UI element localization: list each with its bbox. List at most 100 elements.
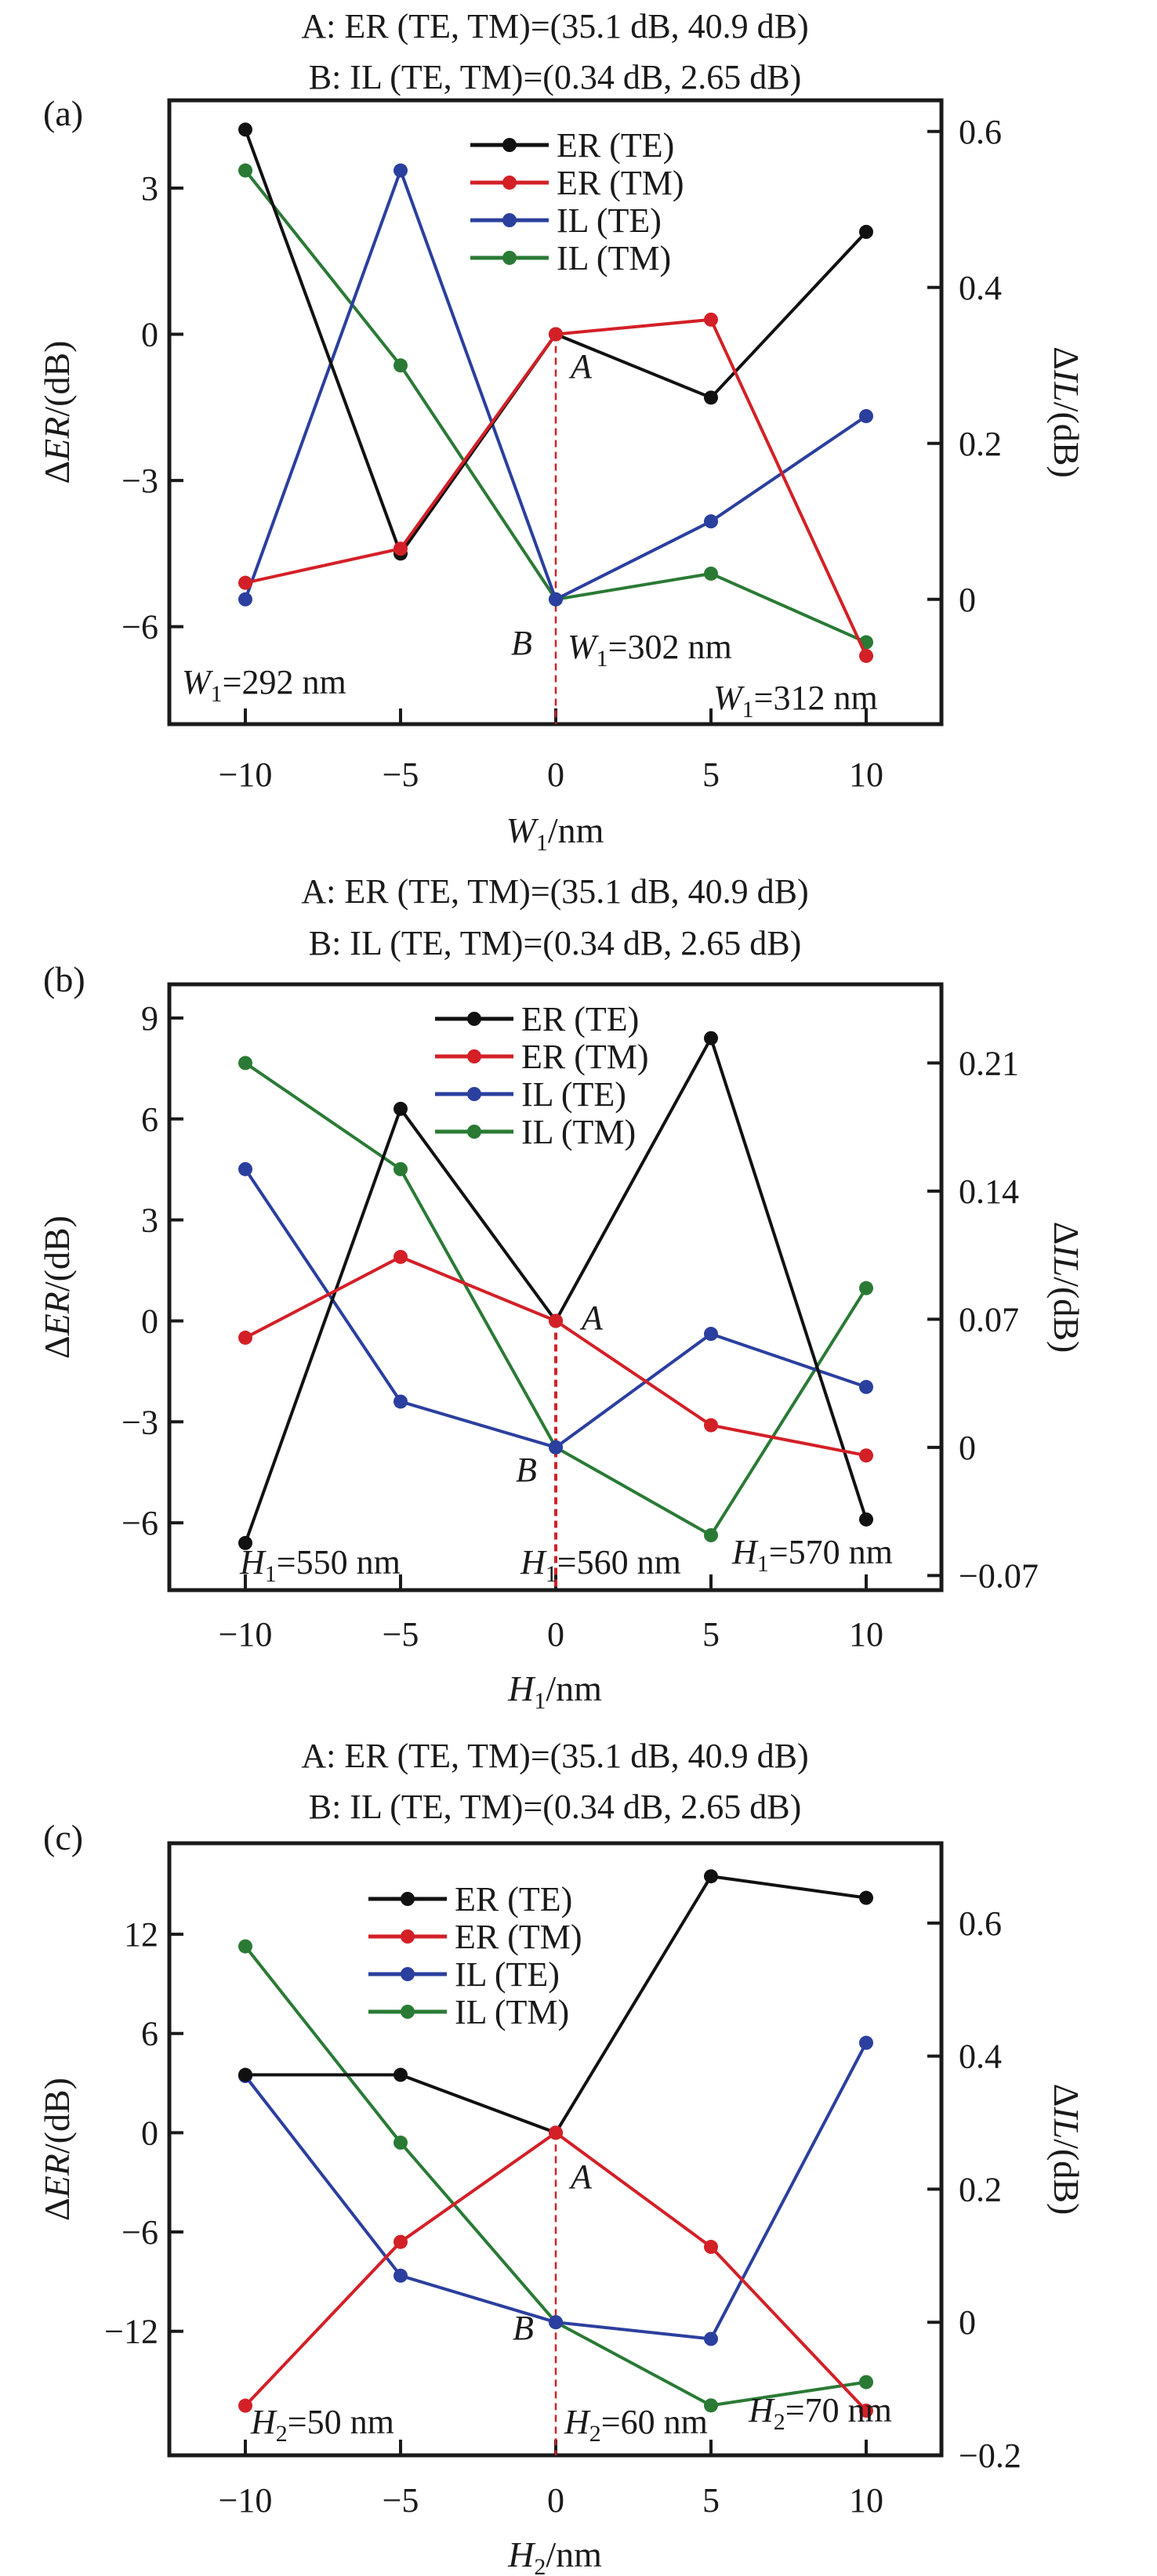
chart-title-line: B: IL (TE, TM)=(0.34 dB, 2.65 dB)	[309, 58, 802, 96]
x-tick-label: −5	[383, 755, 419, 794]
legend-marker	[401, 1892, 415, 1906]
legend-label: IL (TE)	[455, 1955, 560, 1994]
y-tick-label-right: 0.2	[959, 425, 1002, 463]
x-tick-label: −10	[219, 1615, 273, 1654]
y-tick-label-right: −0.07	[959, 1556, 1039, 1595]
data-point	[238, 2398, 252, 2413]
x-axis-label: W1/nm	[506, 810, 604, 856]
data-point	[704, 1327, 718, 1342]
y-axis-label-right: ΔIL/(dB)	[1046, 346, 1086, 478]
data-point	[704, 566, 718, 581]
legend-marker	[502, 138, 517, 152]
y-axis-label-left: ΔER/(dB)	[37, 1216, 77, 1359]
legend: ER (TE)ER (TM)IL (TE)IL (TM)	[470, 126, 684, 277]
legend-item: IL (TE)	[368, 1955, 560, 1994]
legend-marker	[401, 1929, 415, 1944]
x-tick-label: 5	[702, 755, 720, 794]
data-point	[394, 1394, 408, 1409]
y-axis-label-right: ΔIL/(dB)	[1046, 1222, 1086, 1353]
y-tick-label-left: 3	[141, 1201, 158, 1240]
series-il-te	[238, 2035, 873, 2346]
parameter-annotation: H2=70 nm	[748, 2391, 892, 2435]
data-point	[704, 1869, 718, 1884]
x-tick-label: −5	[383, 1615, 419, 1654]
data-point	[704, 312, 718, 327]
legend-label: ER (TE)	[521, 1000, 639, 1038]
data-point	[238, 1939, 252, 1954]
x-axis-label: H2/nm	[507, 2534, 602, 2576]
y-tick-label-left: 0	[141, 1302, 158, 1340]
legend-label: IL (TM)	[455, 1993, 569, 2031]
chart-title-line: A: ER (TE, TM)=(35.1 dB, 40.9 dB)	[301, 7, 808, 45]
series-er-tm	[238, 2125, 873, 2418]
point-label-a: A	[568, 347, 593, 386]
data-point	[238, 1330, 252, 1345]
legend-marker	[467, 1087, 481, 1101]
legend-label: IL (TE)	[521, 1075, 626, 1114]
y-tick-label-right: −0.2	[959, 2437, 1021, 2475]
chart-panel-b: A: ER (TE, TM)=(35.1 dB, 40.9 dB) B: IL (…	[37, 872, 1086, 1714]
x-tick-label: 0	[547, 1615, 564, 1654]
legend-marker	[467, 1049, 481, 1063]
series-line	[244, 2042, 868, 2341]
data-point	[394, 2067, 408, 2082]
legend-item: ER (TE)	[435, 1000, 639, 1038]
data-point	[859, 1890, 873, 1905]
x-tick-label: −10	[219, 2481, 273, 2520]
data-point	[394, 1249, 408, 1264]
point-label-a: A	[579, 1299, 604, 1337]
y-tick-label-left: 0	[141, 316, 158, 354]
data-point	[859, 1512, 873, 1527]
data-point	[704, 2398, 718, 2413]
legend-item: IL (TM)	[368, 1993, 569, 2031]
legend-marker	[467, 1125, 481, 1139]
parameter-annotation: W1=302 nm	[568, 628, 732, 672]
y-tick-label-right: 0.4	[959, 269, 1002, 307]
data-point	[549, 1313, 563, 1328]
x-tick-label: −5	[383, 2481, 419, 2520]
legend-item: IL (TE)	[470, 201, 662, 240]
y-tick-label-left: −3	[122, 1403, 158, 1441]
y-tick-label-left: −6	[122, 1504, 158, 1542]
data-point	[238, 1161, 252, 1176]
y-tick-label-left: 9	[141, 999, 158, 1038]
chart-title-line: A: ER (TE, TM)=(35.1 dB, 40.9 dB)	[301, 872, 808, 911]
data-point	[704, 2331, 718, 2346]
data-point	[549, 1440, 563, 1455]
x-tick-label: 5	[702, 2481, 720, 2520]
y-tick-label-left: 3	[141, 169, 158, 208]
legend-marker	[502, 251, 517, 265]
chart-title-line: B: IL (TE, TM)=(0.34 dB, 2.65 dB)	[309, 924, 802, 962]
legend-item: IL (TM)	[435, 1113, 636, 1151]
y-tick-label-right: 0.4	[959, 2038, 1002, 2076]
series-il-te	[238, 1161, 873, 1455]
y-tick-label-right: 0.2	[959, 2170, 1002, 2208]
y-tick-label-right: 0.6	[959, 113, 1002, 151]
parameter-annotation: H2=60 nm	[564, 2403, 708, 2447]
legend-item: IL (TE)	[435, 1075, 626, 1114]
parameter-annotation: H1=570 nm	[731, 1533, 893, 1577]
data-point	[394, 358, 408, 373]
legend-item: IL (TM)	[470, 239, 671, 277]
data-point	[859, 224, 873, 239]
data-point	[704, 1418, 718, 1433]
data-point	[549, 592, 563, 607]
chart-title-line: A: ER (TE, TM)=(35.1 dB, 40.9 dB)	[301, 1737, 808, 1775]
y-tick-label-left: −6	[122, 608, 158, 647]
legend: ER (TE)ER (TM)IL (TE)IL (TM)	[435, 1000, 649, 1151]
y-tick-label-left: −6	[122, 2213, 158, 2252]
legend-marker	[401, 2005, 415, 2019]
y-tick-label-left: 12	[124, 1915, 158, 1954]
x-tick-label: 0	[547, 2481, 564, 2520]
data-point	[549, 2315, 563, 2330]
legend-item: ER (TM)	[368, 1918, 582, 1956]
legend-label: IL (TE)	[557, 201, 662, 240]
x-axis-label: H1/nm	[507, 1668, 602, 1714]
data-point	[859, 1281, 873, 1295]
data-point	[704, 1031, 718, 1045]
data-point	[859, 408, 873, 423]
y-tick-label-left: 0	[141, 2114, 158, 2152]
parameter-annotation: H1=550 nm	[239, 1543, 401, 1587]
x-tick-label: 10	[849, 2481, 883, 2520]
